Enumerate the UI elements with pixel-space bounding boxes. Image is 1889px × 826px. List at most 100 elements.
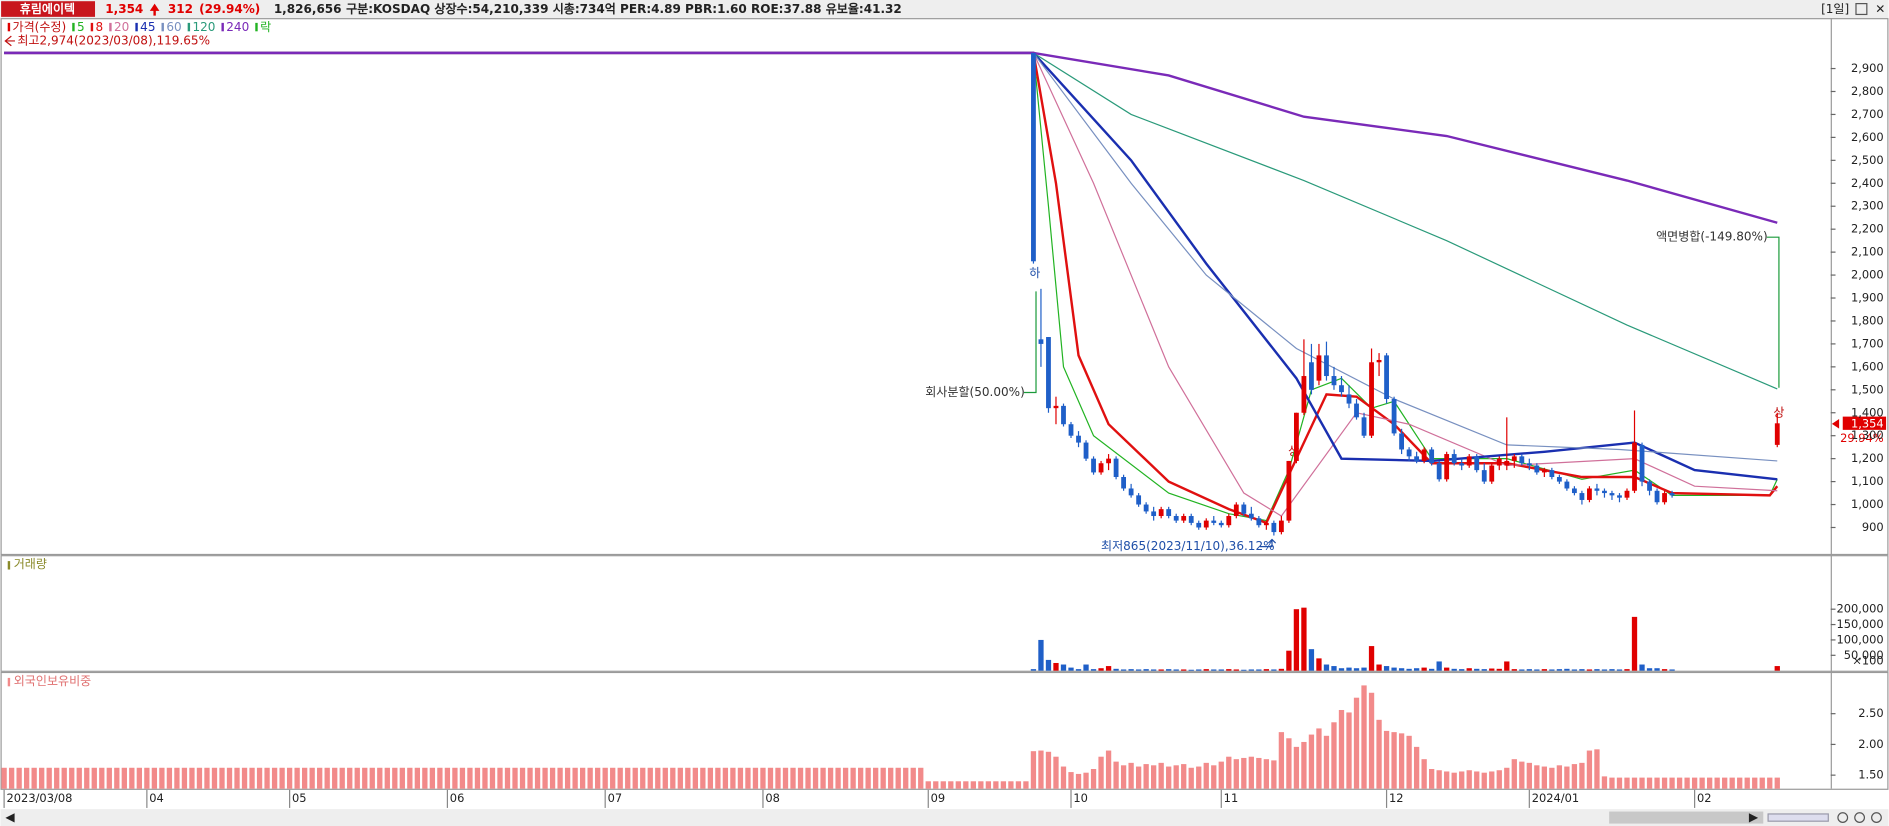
candle-body (1248, 513, 1254, 519)
limit-up-mark: 상 (1773, 406, 1784, 420)
bar (1038, 639, 1044, 671)
bar (534, 767, 541, 789)
candle-body (1617, 495, 1622, 498)
bar (174, 767, 180, 789)
bar (1609, 777, 1615, 789)
stock-info: 구분:KOSDAQ 상장수:54,210,339 시총:734억 PER:4.8… (346, 1, 902, 16)
bar (1241, 757, 1247, 789)
bar (1068, 772, 1074, 789)
y-tick-label: 2,100 (1851, 245, 1884, 259)
x-tick-label: 12 (1389, 791, 1404, 805)
candle-body (1459, 463, 1465, 466)
bar (888, 767, 894, 789)
bar (407, 767, 413, 789)
bar (730, 767, 736, 789)
bar (1346, 712, 1352, 789)
candle-body (1196, 522, 1202, 528)
legend-marker (109, 22, 112, 32)
bar (1158, 762, 1164, 789)
bar (1241, 669, 1247, 671)
bar (377, 767, 383, 789)
bar (1391, 732, 1397, 789)
bar (1586, 750, 1593, 789)
bar (549, 767, 556, 789)
bar (1759, 777, 1765, 789)
bar (1173, 669, 1179, 671)
bar (1444, 771, 1450, 789)
bar (1744, 777, 1750, 789)
bar (662, 767, 668, 789)
bar (144, 767, 150, 789)
bar (1774, 777, 1780, 789)
bar (1601, 776, 1608, 789)
bar (8, 767, 15, 789)
zoom-slider[interactable] (1767, 813, 1829, 822)
bar (1383, 666, 1390, 671)
bar (1353, 668, 1360, 671)
bar (993, 781, 999, 789)
y-tick-label: 200,000 (1836, 602, 1883, 616)
low-annotation: 최저865(2023/11/10),36.12% (1101, 539, 1275, 553)
candle-body (1098, 463, 1104, 473)
bar (1151, 765, 1157, 789)
candle-body (1421, 449, 1427, 461)
bar (820, 767, 826, 789)
volume-panel (0, 555, 1889, 672)
bar (1135, 766, 1142, 789)
bar (339, 767, 345, 789)
legend-marker (135, 22, 138, 32)
bar (1564, 766, 1570, 789)
legend-label: 120 (192, 20, 215, 34)
y-tick-label: 2.50 (1858, 706, 1883, 720)
bar (504, 767, 511, 789)
zoom-out[interactable] (1837, 812, 1849, 823)
candle-body (1309, 362, 1314, 390)
bar (1631, 777, 1638, 789)
bar (707, 767, 714, 789)
candle-body (1414, 456, 1420, 461)
bar (1504, 661, 1510, 671)
bar (54, 767, 60, 789)
candle-body (1632, 442, 1637, 491)
candle-body (1203, 520, 1209, 528)
candle-body (1564, 481, 1570, 489)
scrollbar[interactable] (0, 809, 1889, 826)
bar (1737, 777, 1743, 789)
bar (452, 767, 458, 789)
bar (121, 767, 127, 789)
scroll-thumb[interactable] (1609, 811, 1764, 824)
candle-body (1038, 339, 1044, 344)
zoom-reset[interactable] (1871, 812, 1882, 823)
zoom-in[interactable] (1854, 812, 1866, 823)
bar (955, 781, 961, 789)
bar (1368, 646, 1375, 671)
stock-name-box[interactable] (1, 1, 96, 17)
bar (1331, 666, 1337, 671)
maximize-button[interactable] (1855, 3, 1868, 16)
bar (1293, 746, 1300, 789)
y-tick-label: 100,000 (1836, 632, 1883, 646)
foreign-panel (0, 671, 1889, 790)
scroll-left[interactable]: ◀ (5, 810, 15, 824)
candle-body (1669, 493, 1675, 496)
bar (1308, 649, 1315, 671)
bar (1338, 709, 1345, 789)
bar (1481, 772, 1487, 789)
close-button[interactable]: ✕ (1875, 2, 1885, 16)
bar (1, 767, 7, 789)
bar (1338, 668, 1345, 671)
period[interactable]: [1일] (1821, 2, 1849, 16)
bar (1624, 669, 1630, 671)
bar (76, 767, 82, 789)
scroll-right[interactable]: ▶ (1749, 810, 1759, 824)
legend-marker (187, 22, 191, 32)
bar (587, 767, 593, 789)
bar (685, 767, 691, 789)
bar (572, 767, 578, 789)
bar (1421, 667, 1427, 671)
bar (842, 767, 849, 789)
bar (99, 767, 105, 789)
y-tick-label: 2,500 (1851, 153, 1884, 167)
